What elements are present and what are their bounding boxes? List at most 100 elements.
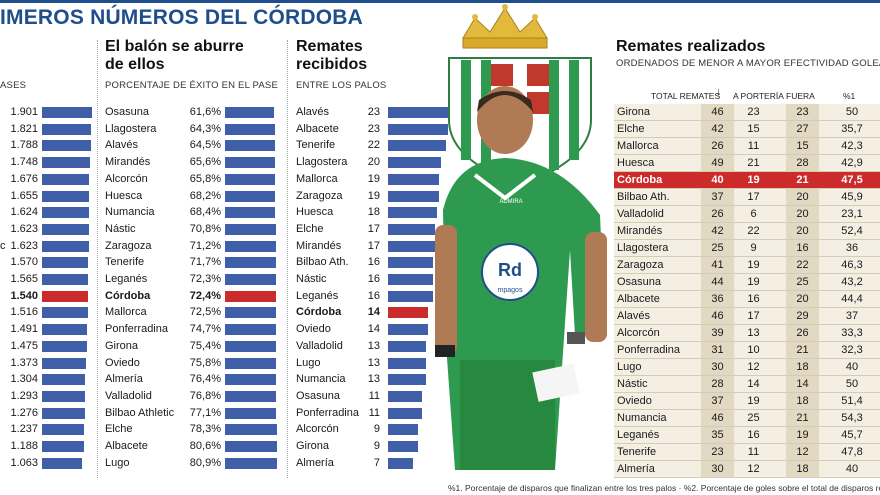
col2-row-value: 61,6%: [189, 106, 221, 118]
col3-row-bar: [388, 123, 448, 135]
table-cell-pct: 47,8: [841, 446, 863, 458]
table-cell-team: Córdoba: [617, 174, 663, 186]
col1-row-bar: [42, 424, 84, 436]
col2-row-label: Elche: [105, 423, 133, 436]
col1-subtitle: ASES: [0, 80, 27, 91]
col1-row: c 1.623: [0, 238, 95, 255]
col2-row: Osasuna 61,6%: [105, 104, 283, 121]
col3-row-value: 16: [367, 256, 380, 269]
table-row: Leganés 35 16 19 45,7: [614, 427, 880, 444]
col3-row: Oviedo 14: [296, 321, 430, 338]
table-row: Osasuna 44 19 25 43,2: [614, 274, 880, 291]
col3-row-value: 22: [367, 139, 380, 152]
header-fuera: FUERA: [786, 91, 815, 101]
sponsor-logo-sub: mpagos: [498, 287, 523, 294]
table-row: Tenerife 23 11 12 47,8: [614, 444, 880, 461]
col2-row-label: Córdoba: [105, 289, 151, 302]
col3-row-value: 9: [373, 423, 380, 436]
col3-row-value: 16: [367, 289, 380, 302]
col2-row-label: Zaragoza: [105, 239, 152, 252]
col2-row: Lugo 80,9%: [105, 455, 283, 472]
table-cell-total: 42: [711, 225, 724, 237]
table-row: Lugo 30 12 18 40: [614, 359, 880, 376]
col3-row-value: 13: [367, 373, 380, 386]
col3-row: Tenerife 22: [296, 137, 446, 154]
col3-row-label: Bilbao Ath.: [296, 256, 349, 269]
table-cell-team: Numancia: [617, 412, 667, 424]
col2-row-bar: [225, 307, 276, 319]
col2-row-label: Mallorca: [105, 306, 147, 319]
col3-row-bar: [388, 390, 422, 402]
col1-row: 1.491: [0, 321, 95, 338]
col1-row-value: 1.540: [10, 289, 38, 302]
col1-row-bar: [42, 123, 91, 135]
col2-row-bar: [225, 257, 276, 269]
col2-row-bar: [225, 390, 276, 402]
col3-row-value: 7: [373, 456, 380, 469]
table-cell-porteria: 12: [747, 361, 760, 373]
col3-row: Ponferradina 11: [296, 405, 430, 422]
col2-row-label: Almería: [105, 373, 143, 386]
col3-row-value: 17: [367, 222, 380, 235]
col3-row-value: 11: [368, 389, 380, 402]
col2-row-bar: [225, 123, 275, 135]
col2-row: Nástic 70,8%: [105, 221, 283, 238]
table-cell-total: 44: [711, 276, 724, 288]
col1-row: 1.188: [0, 438, 95, 455]
col3-row-label: Girona: [296, 440, 330, 452]
col1-row-value: 1.655: [10, 189, 38, 202]
col1-row-bar: [42, 173, 89, 185]
col1-row: 1.304: [0, 371, 95, 388]
col3-row-value: 13: [367, 356, 380, 369]
col3-row-bar: [388, 357, 426, 369]
col1-row-bar: [42, 357, 86, 369]
col1-row-bar: [42, 140, 91, 152]
table-row: Oviedo 37 19 18 51,4: [614, 393, 880, 410]
col1-row: 1.373: [0, 355, 95, 372]
col2-row: Valladolid 76,8%: [105, 388, 283, 405]
table-cell-team: Alavés: [617, 310, 651, 322]
table-cell-total: 35: [711, 429, 724, 441]
table-cell-fuera: 18: [796, 395, 809, 407]
col2-row: Tenerife 71,7%: [105, 254, 283, 271]
fuera-column-shade: [786, 104, 819, 478]
table-cell-fuera: 18: [796, 361, 809, 373]
col1-row: 1.655: [0, 188, 95, 205]
table-cell-porteria: 22: [747, 225, 760, 237]
col1-row-value: 1.475: [10, 339, 38, 352]
col3-row-value: 23: [367, 106, 380, 118]
col2-row-bar: [225, 424, 277, 436]
col3-row-label: Huesca: [296, 206, 334, 219]
col1-row-value: 1.788: [10, 139, 38, 152]
col3-subtitle: ENTRE LOS PALOS: [296, 80, 387, 91]
table-row: Alcorcón 39 13 26 33,3: [614, 325, 880, 342]
col1-row: 1.063: [0, 455, 95, 472]
table-cell-team: Valladolid: [617, 208, 664, 220]
col1-row-bar: [42, 157, 90, 169]
col3-row-value: 13: [367, 339, 380, 352]
col3-row-label: Alavés: [296, 106, 330, 118]
col2-row: Oviedo 75,8%: [105, 355, 283, 372]
table-subtitle: ORDENADOS DE MENOR A MAYOR EFECTIVIDAD G…: [616, 58, 880, 69]
col2-row-bar: [225, 173, 275, 185]
col2-row-bar: [225, 290, 276, 302]
col3-row: Osasuna 11: [296, 388, 430, 405]
table-cell-team: Mirandés: [617, 225, 663, 237]
table-cell-pct: 50: [845, 106, 859, 118]
col3-row-label: Llagostera: [296, 156, 348, 169]
table-cell-total: 26: [711, 140, 724, 152]
table-cell-fuera: 18: [796, 463, 809, 475]
col2-row: Córdoba 72,4%: [105, 288, 283, 305]
col1-row-value: 1.676: [10, 172, 38, 185]
col1-row: 1.237: [0, 421, 95, 438]
col2-row-label: Tenerife: [105, 256, 145, 269]
table-cell-total: 49: [711, 157, 724, 169]
col3-row-label: Lugo: [296, 356, 321, 369]
col2-row-bar: [225, 240, 276, 252]
col2-heading-line2: de ellos: [105, 56, 165, 73]
table-cell-pct: 23,1: [841, 208, 863, 220]
col1-row-value: 1.516: [10, 306, 38, 319]
col1-row-bar: [42, 257, 88, 269]
col3-row-bar: [388, 107, 448, 118]
col1-row-value: 1.565: [10, 273, 38, 285]
